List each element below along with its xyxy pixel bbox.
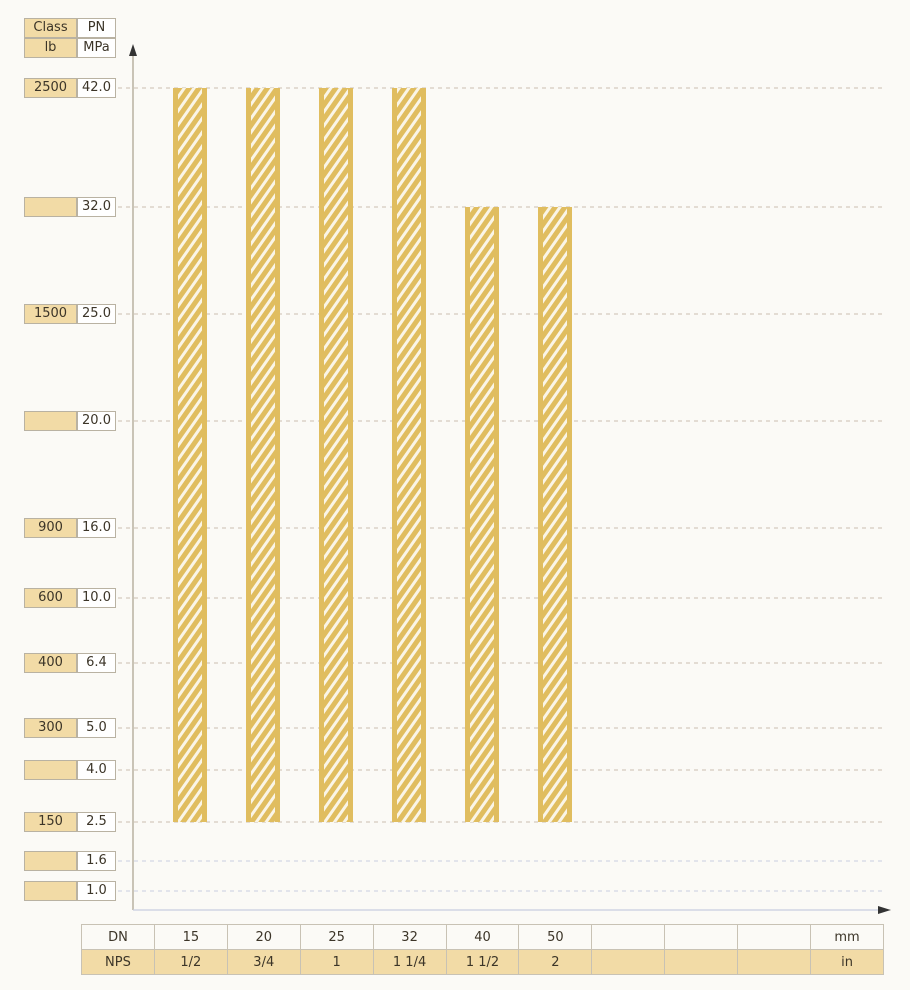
class-unit: lb: [24, 38, 77, 58]
class-tick-label: 400: [24, 653, 77, 673]
class-tick-label: 1500: [24, 304, 77, 324]
dn-label: DN: [81, 924, 155, 950]
dn-cell: [591, 924, 666, 950]
nps-cell: 1 1/4: [372, 949, 447, 975]
nps-cell: 1/2: [153, 949, 228, 975]
nps-cell: 1: [299, 949, 374, 975]
nps-cell: 2: [518, 949, 593, 975]
dn-cell: 40: [445, 924, 520, 950]
pn-tick-label: 25.0: [77, 304, 116, 324]
bar-dn-20: [246, 88, 280, 822]
dn-cell: 50: [518, 924, 593, 950]
size-table: DN 15 20 25 32 40 50 mm NPS 1/2 3/4 1 1 1/4 1 1/2 2 in: [81, 924, 884, 975]
bar-dn-32: [392, 88, 426, 822]
dn-unit: mm: [810, 924, 884, 950]
nps-cell: 3/4: [226, 949, 301, 975]
pn-tick-label: 20.0: [77, 411, 116, 431]
nps-cell: 1 1/2: [445, 949, 520, 975]
bar-edge: [202, 88, 207, 822]
dn-cell: 20: [226, 924, 301, 950]
bar-edge: [173, 88, 178, 822]
bar-edge: [319, 88, 324, 822]
class-tick-label: [24, 411, 77, 431]
class-tick-label: [24, 760, 77, 780]
bar-edge: [494, 207, 499, 822]
pn-tick-label: 16.0: [77, 518, 116, 538]
pn-tick-label: 1.6: [77, 851, 116, 871]
pn-tick-label: 4.0: [77, 760, 116, 780]
dn-cell: [737, 924, 812, 950]
class-tick-label: 2500: [24, 78, 77, 98]
bar-dn-50: [538, 207, 572, 822]
dn-cell: 25: [299, 924, 374, 950]
bar-dn-25: [319, 88, 353, 822]
pn-tick-label: 6.4: [77, 653, 116, 673]
pn-tick-label: 32.0: [77, 197, 116, 217]
bar-edge: [275, 88, 280, 822]
dn-cell: 32: [372, 924, 447, 950]
class-tick-label: 150: [24, 812, 77, 832]
bar-edge: [465, 207, 470, 822]
bar-edge: [348, 88, 353, 822]
bar-dn-40: [465, 207, 499, 822]
nps-cell: [664, 949, 739, 975]
class-header: Class: [24, 18, 77, 38]
nps-cell: [591, 949, 666, 975]
pn-tick-label: 5.0: [77, 718, 116, 738]
class-tick-label: 300: [24, 718, 77, 738]
bar-edge: [246, 88, 251, 822]
pn-header: PN: [77, 18, 116, 38]
pn-tick-label: 42.0: [77, 78, 116, 98]
dn-cell: [664, 924, 739, 950]
dn-cell: 15: [153, 924, 228, 950]
bar-dn-15: [173, 88, 207, 822]
bar-edge: [392, 88, 397, 822]
class-tick-label: 600: [24, 588, 77, 608]
bar-edge: [538, 207, 543, 822]
pn-tick-label: 2.5: [77, 812, 116, 832]
y-axis-arrow-icon: [129, 44, 137, 56]
class-tick-label: [24, 197, 77, 217]
nps-cell: [737, 949, 812, 975]
bar-edge: [567, 207, 572, 822]
class-tick-label: 900: [24, 518, 77, 538]
x-axis-arrow-icon: [878, 906, 891, 914]
nps-label: NPS: [81, 949, 155, 975]
pn-tick-label: 10.0: [77, 588, 116, 608]
class-tick-label: [24, 881, 77, 901]
pn-unit: MPa: [77, 38, 116, 58]
bar-edge: [421, 88, 426, 822]
class-tick-label: [24, 851, 77, 871]
nps-unit: in: [810, 949, 884, 975]
pn-tick-label: 1.0: [77, 881, 116, 901]
